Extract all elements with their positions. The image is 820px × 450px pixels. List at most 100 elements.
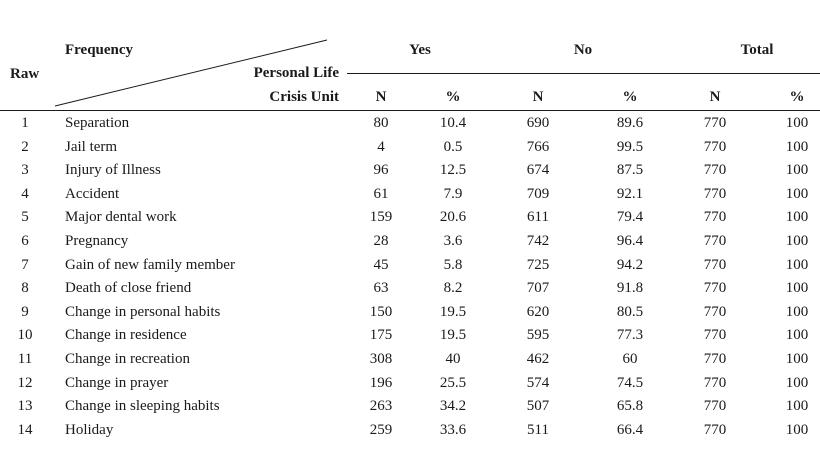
no-pct-cell: 96.4 (616, 233, 644, 249)
total-n-cell: 770 (703, 421, 727, 438)
no-n-cell: 709 (526, 185, 550, 202)
yes-pct-cell: 7.9 (443, 185, 463, 202)
total-n-cell: 770 (703, 138, 727, 155)
row-number: 13 (17, 398, 33, 415)
yes-n-cell: 196 (369, 374, 393, 391)
no-pct-cell: 87.5 (616, 162, 644, 179)
total-pct-cell: 100 (785, 303, 809, 320)
yes-n-cell: 28 (373, 233, 389, 249)
row-label: Change in recreation (65, 351, 190, 367)
row-number: 1 (21, 115, 29, 131)
header-yes-n: N (375, 89, 387, 105)
no-pct-cell: 99.5 (616, 138, 644, 155)
yes-pct-cell: 0.5 (443, 138, 463, 155)
header-no: No (573, 42, 593, 58)
row-number: 5 (21, 209, 29, 226)
yes-pct-cell: 10.4 (439, 115, 467, 131)
yes-n-cell: 259 (369, 421, 393, 438)
no-n-cell: 462 (526, 351, 550, 367)
row-label: Jail term (65, 138, 118, 155)
row-label: Death of close friend (65, 280, 192, 297)
total-pct-cell: 100 (785, 185, 809, 202)
header-no-pct: % (622, 89, 638, 105)
no-n-cell: 725 (526, 256, 550, 273)
row-number: 12 (17, 374, 33, 391)
yes-pct-cell: 19.5 (439, 327, 467, 344)
header-crisis-unit: Crisis Unit (269, 89, 339, 105)
header-total-pct: % (789, 89, 805, 105)
header-frequency: Frequency (65, 42, 134, 58)
total-pct-cell: 100 (785, 115, 809, 131)
no-n-cell: 690 (526, 115, 550, 131)
yes-n-cell: 4 (377, 138, 385, 155)
no-pct-cell: 92.1 (616, 185, 644, 202)
row-number: 8 (21, 280, 29, 297)
header-divider (347, 73, 820, 74)
row-number: 11 (17, 351, 33, 367)
no-n-cell: 611 (527, 209, 549, 226)
no-n-cell: 674 (526, 162, 550, 179)
total-n-cell: 770 (703, 303, 727, 320)
row-label: Change in residence (65, 327, 187, 344)
row-label: Holiday (65, 421, 114, 438)
total-n-cell: 770 (703, 115, 727, 131)
no-pct-cell: 79.4 (616, 209, 644, 226)
yes-pct-cell: 5.8 (443, 256, 463, 273)
row-number: 4 (21, 185, 29, 202)
row-label: Major dental work (65, 209, 177, 226)
total-n-cell: 770 (703, 374, 727, 391)
no-n-cell: 707 (526, 280, 550, 297)
total-pct-cell: 100 (785, 398, 809, 415)
row-number: 14 (17, 421, 33, 438)
header-total-n: N (709, 89, 721, 105)
total-n-cell: 770 (703, 185, 727, 202)
no-n-cell: 595 (526, 327, 550, 344)
header-yes: Yes (409, 42, 431, 58)
no-n-cell: 511 (527, 421, 549, 438)
no-pct-cell: 80.5 (616, 303, 644, 320)
total-n-cell: 770 (703, 209, 727, 226)
yes-pct-cell: 34.2 (439, 398, 467, 415)
row-number: 10 (17, 327, 33, 344)
total-pct-cell: 100 (785, 374, 809, 391)
total-pct-cell: 100 (785, 256, 809, 273)
total-n-cell: 770 (703, 233, 727, 249)
header-bottom-rule (0, 110, 820, 111)
total-pct-cell: 100 (785, 138, 809, 155)
total-pct-cell: 100 (785, 233, 809, 249)
total-pct-cell: 100 (785, 327, 809, 344)
header-personal-life: Personal Life (253, 65, 339, 81)
total-n-cell: 770 (703, 280, 727, 297)
header-total: Total (740, 42, 774, 58)
yes-pct-cell: 19.5 (439, 303, 467, 320)
yes-n-cell: 150 (369, 303, 393, 320)
yes-n-cell: 308 (369, 351, 393, 367)
no-pct-cell: 65.8 (616, 398, 644, 415)
yes-n-cell: 263 (369, 398, 393, 415)
total-n-cell: 770 (703, 351, 727, 367)
row-number: 2 (21, 138, 29, 155)
yes-pct-cell: 8.2 (443, 280, 463, 297)
row-label: Accident (65, 185, 120, 202)
yes-pct-cell: 33.6 (439, 421, 467, 438)
no-n-cell: 620 (526, 303, 550, 320)
row-number: 7 (21, 256, 29, 273)
no-pct-cell: 60 (622, 351, 638, 367)
row-label: Change in personal habits (65, 303, 221, 320)
yes-n-cell: 61 (373, 185, 389, 202)
total-n-cell: 770 (703, 327, 727, 344)
yes-pct-cell: 25.5 (439, 374, 467, 391)
total-n-cell: 770 (703, 256, 727, 273)
yes-pct-cell: 40 (445, 351, 461, 367)
total-pct-cell: 100 (785, 162, 809, 179)
row-number: 9 (21, 303, 29, 320)
row-label: Change in prayer (65, 374, 169, 391)
row-label: Separation (65, 115, 130, 131)
no-pct-cell: 94.2 (616, 256, 644, 273)
no-pct-cell: 66.4 (616, 421, 644, 438)
yes-n-cell: 80 (373, 115, 389, 131)
row-label: Injury of Illness (65, 162, 161, 179)
total-pct-cell: 100 (785, 351, 809, 367)
no-n-cell: 574 (526, 374, 550, 391)
yes-pct-cell: 20.6 (439, 209, 467, 226)
